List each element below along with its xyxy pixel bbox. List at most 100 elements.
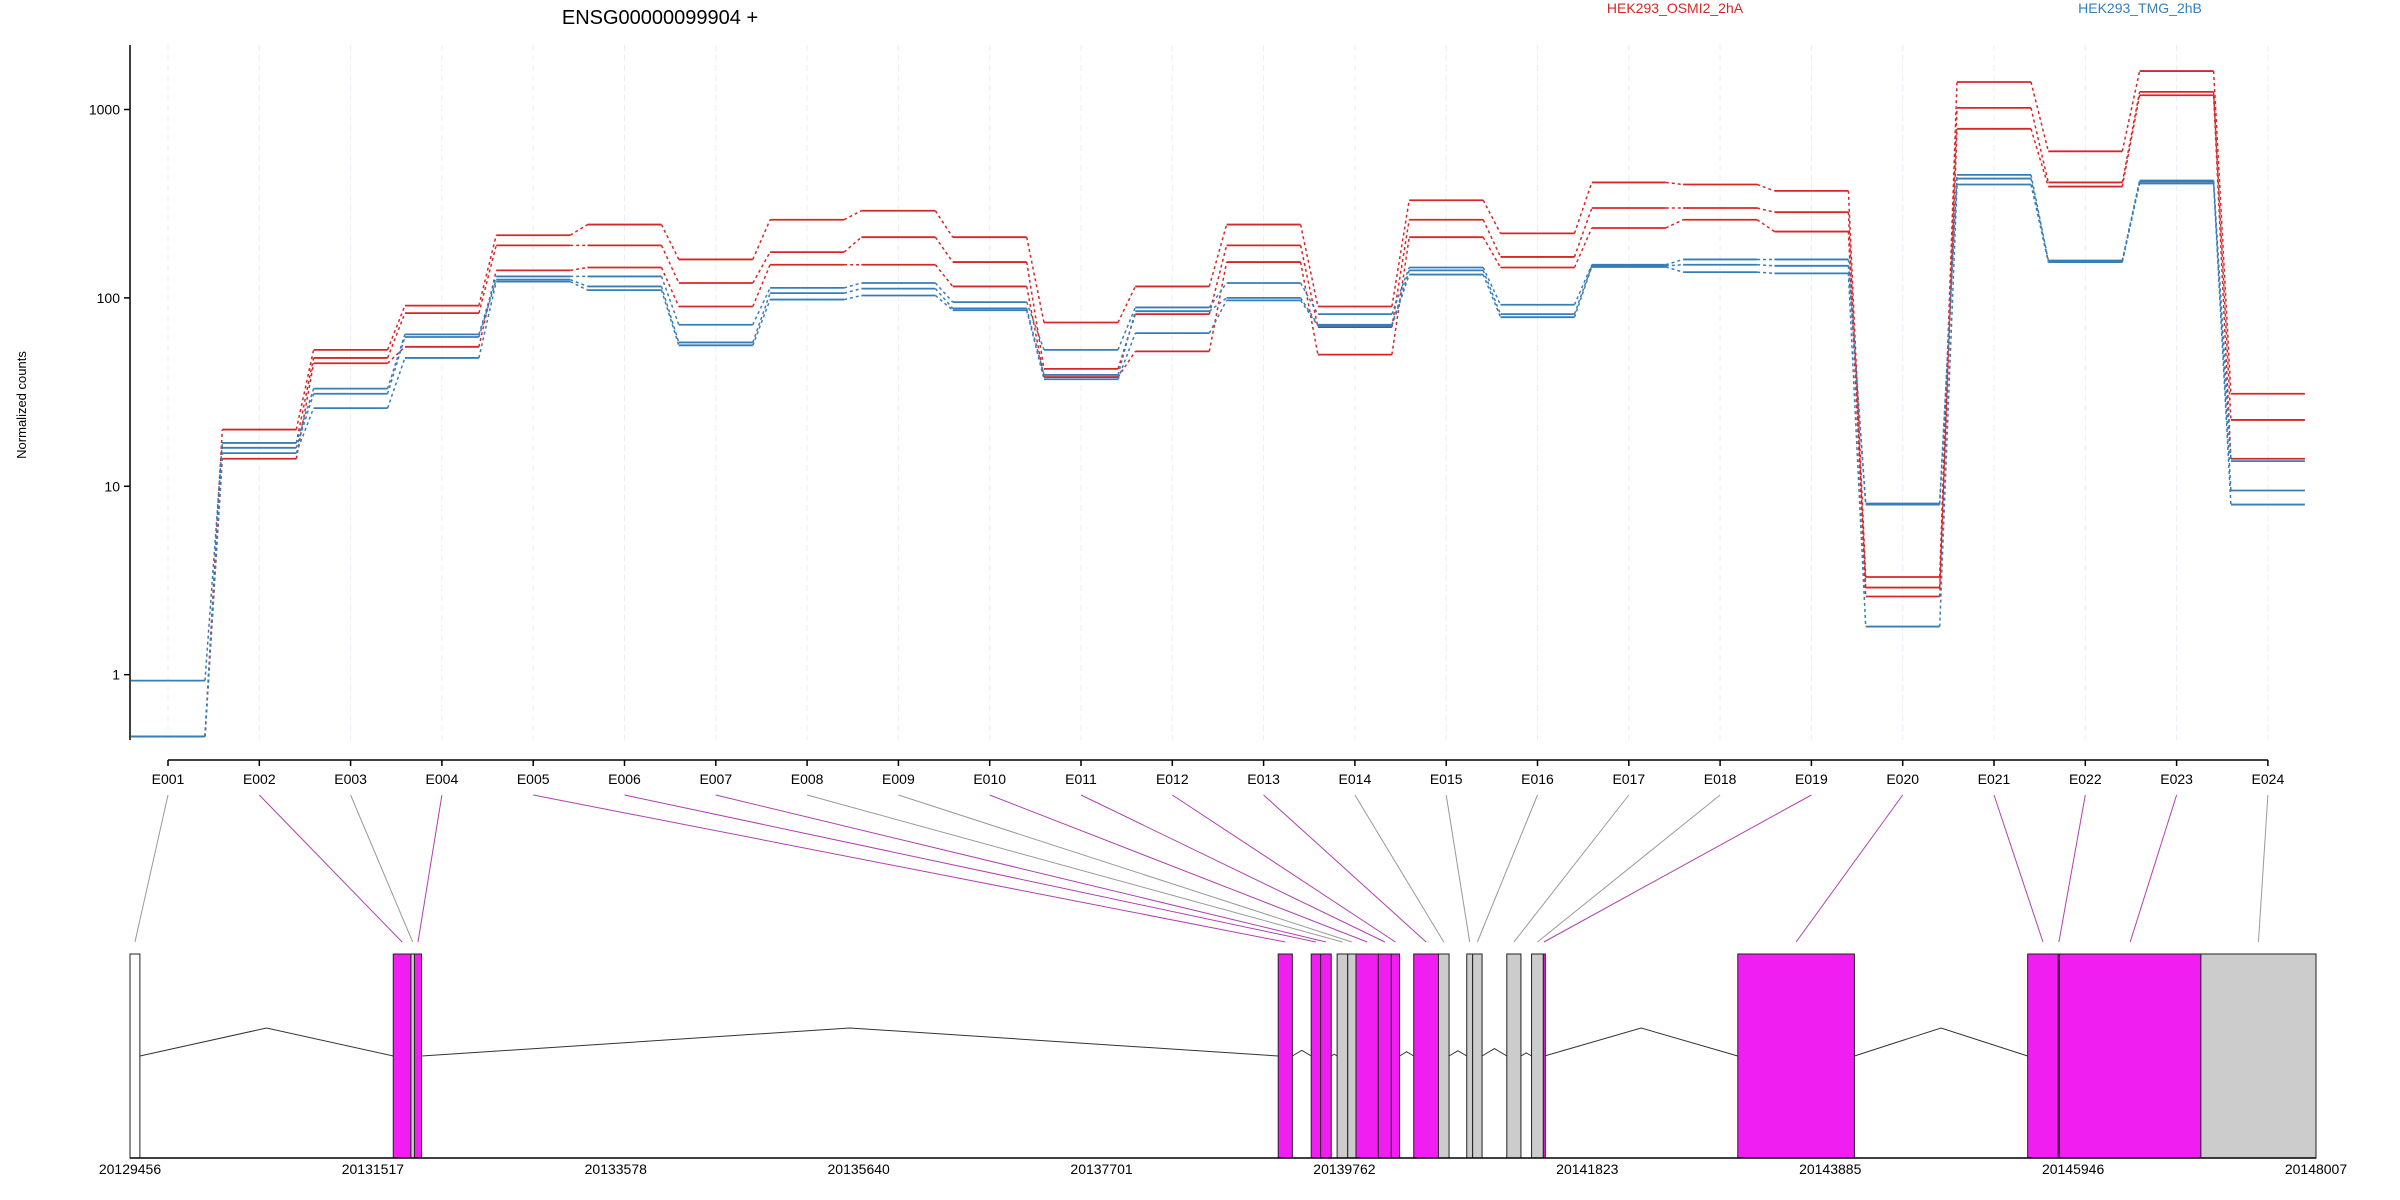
x-tick-label-E015: E015	[1430, 771, 1463, 787]
genomic-tick-label: 20143885	[1799, 1161, 1862, 1177]
exon-box-E021	[2027, 953, 2059, 1159]
series-3-link	[1208, 282, 1228, 308]
connector-E007	[715, 794, 1327, 943]
series-2-link	[660, 267, 680, 307]
genomic-axis: 20129456 20131517 20133578 20135640 20137701…	[99, 1157, 2348, 1177]
y-tick-label: 1	[112, 667, 120, 683]
exon-box-E009	[1347, 953, 1357, 1159]
x-tick-label-E014: E014	[1339, 771, 1372, 787]
series-5-link	[1573, 266, 1593, 318]
connector-E005	[533, 794, 1286, 943]
exon-box-E024	[2200, 953, 2317, 1159]
series-2-link	[295, 363, 315, 459]
connector-E012	[1172, 794, 1396, 943]
series-4-link	[660, 286, 680, 343]
series-5	[131, 182, 2305, 738]
exon-box-E010	[1355, 953, 1379, 1159]
intron-E019	[1544, 1027, 1738, 1057]
series-1-link	[295, 357, 315, 444]
intron-E016	[1481, 1047, 1508, 1057]
series-5-link	[478, 281, 497, 359]
series-5-link	[204, 453, 224, 737]
series-5-link	[1847, 273, 1867, 627]
y-tick-label: 10	[104, 478, 120, 494]
series-3-link	[843, 282, 862, 289]
series-0-link	[1299, 224, 1319, 307]
x-tick-label-E001: E001	[152, 771, 185, 787]
series-4-link	[843, 287, 862, 294]
y-axis-label: Normalized counts	[14, 351, 29, 459]
series-4-link	[386, 336, 406, 394]
x-tick-label-E013: E013	[1247, 771, 1280, 787]
genomic-tick-label: 20145946	[2042, 1161, 2105, 1177]
series-4-link	[1573, 265, 1593, 315]
genomic-tick-label: 20131517	[342, 1161, 405, 1177]
series-3-link	[2212, 180, 2232, 462]
exon-box-E020	[1737, 953, 1855, 1159]
series-0-link	[569, 223, 588, 236]
x-tick-label-E024: E024	[2252, 771, 2285, 787]
gridlines	[167, 45, 2269, 740]
series-1-link	[660, 245, 680, 284]
x-tick-label-E020: E020	[1886, 771, 1919, 787]
series-2-link	[2030, 128, 2050, 187]
connector-E004	[417, 794, 443, 943]
series-4-link	[1391, 270, 1410, 325]
intron-E007	[1330, 1053, 1338, 1057]
series-4-link	[1482, 270, 1502, 315]
series-3-link	[1665, 258, 1684, 266]
x-tick-label-E016: E016	[1521, 771, 1554, 787]
connector-E023	[2129, 794, 2178, 943]
intron-E014	[1448, 1050, 1468, 1057]
series-2-link	[752, 264, 771, 307]
x-tick-label-E004: E004	[426, 771, 459, 787]
series-2-link	[387, 346, 406, 364]
connector-E010	[989, 794, 1368, 943]
genomic-tick-label: 20135640	[828, 1161, 891, 1177]
series-2-link	[1847, 231, 1867, 597]
series-5-link	[843, 294, 862, 301]
series-1-link	[1756, 207, 1775, 213]
exon-box-E002	[392, 953, 412, 1159]
series-2-link	[1391, 237, 1410, 355]
exon-box-E006	[1310, 953, 1322, 1159]
x-tick-label-E010: E010	[973, 771, 1006, 787]
genomic-tick-label: 20133578	[585, 1161, 648, 1177]
series-3-link	[1117, 307, 1136, 351]
series-3	[131, 173, 2305, 682]
gene-model	[129, 953, 2317, 1159]
connector-E024	[2257, 794, 2269, 943]
series-2-link	[1299, 261, 1319, 355]
exon-box-E011	[1377, 953, 1392, 1159]
series-0-link	[1208, 224, 1228, 287]
series-3-link	[478, 276, 497, 335]
series-3-link	[1482, 267, 1502, 306]
series-0-link	[295, 349, 315, 430]
exon-box-E004	[413, 953, 423, 1159]
exon-box-E001	[129, 953, 141, 1159]
exon-box-E019	[1542, 953, 1546, 1159]
series-1-link	[1482, 219, 1502, 258]
series-4-link	[1757, 263, 1775, 267]
series-0-link	[1847, 190, 1867, 578]
series-5-link	[1938, 184, 1958, 627]
series-5-link	[660, 289, 680, 346]
x-tick-label-E003: E003	[334, 771, 367, 787]
series-2-link	[1665, 219, 1684, 229]
series-5-link	[934, 294, 954, 311]
series-1-link	[2030, 107, 2050, 183]
series-0-link	[478, 235, 497, 306]
genomic-tick-label: 20148007	[2285, 1161, 2348, 1177]
x-tick-label-E019: E019	[1795, 771, 1828, 787]
series-1-link	[1299, 245, 1319, 328]
series-0-link	[1482, 199, 1502, 234]
exon-box-E008	[1336, 953, 1349, 1159]
series-1-link	[1573, 207, 1593, 258]
series-0-link	[2121, 70, 2141, 152]
series-1-link	[386, 312, 406, 359]
exon-connectors	[134, 794, 2269, 943]
genomic-tick-label: 20139762	[1313, 1161, 1376, 1177]
series-2	[131, 94, 2305, 738]
genomic-tick-label: 20129456	[99, 1161, 162, 1177]
series-3-link	[1391, 267, 1410, 315]
